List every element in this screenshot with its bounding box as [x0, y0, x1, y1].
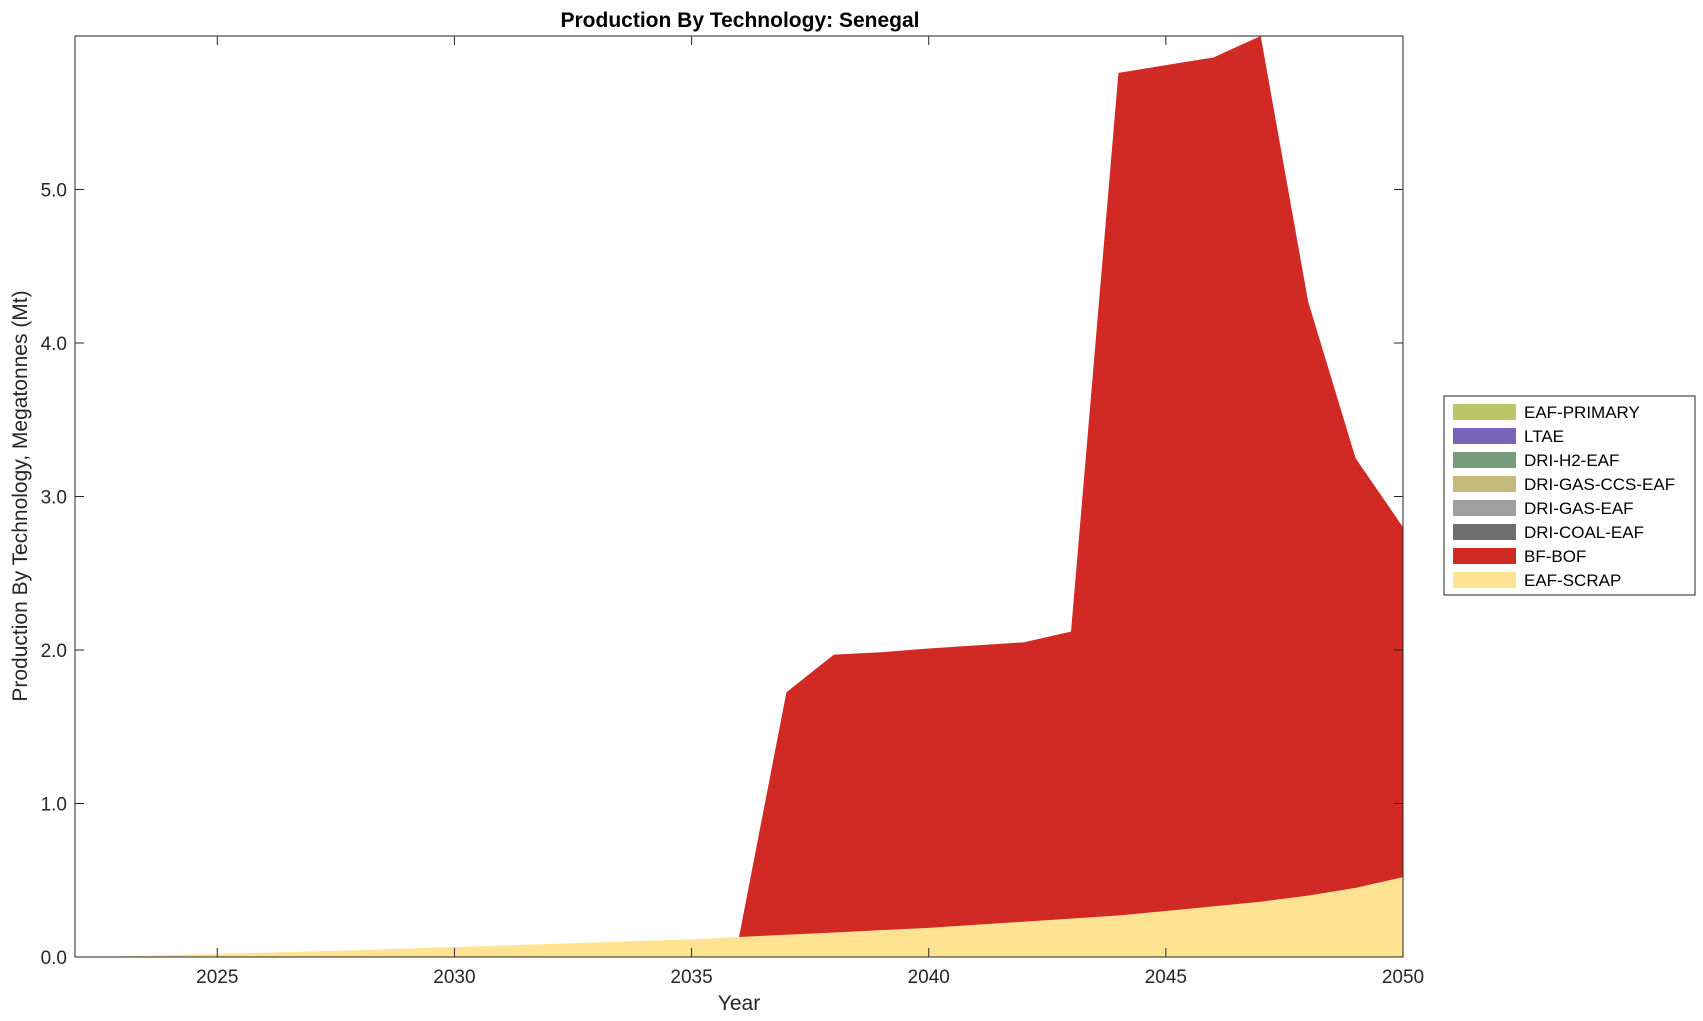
series-areas [75, 36, 1403, 957]
y-tick-label: 2.0 [41, 641, 67, 662]
x-tick-label: 2045 [1145, 967, 1187, 988]
y-tick-label: 3.0 [41, 488, 67, 509]
x-tick-label: 2025 [196, 967, 238, 988]
area-bf-bof [75, 36, 1403, 957]
chart-title: Production By Technology: Senegal [561, 9, 920, 32]
legend-label: DRI-GAS-EAF [1524, 499, 1634, 518]
legend-label: EAF-SCRAP [1524, 571, 1621, 590]
legend-swatch [1453, 428, 1516, 444]
x-axis: 2025 2030 2035 2040 2045 2050 [196, 36, 1424, 988]
y-axis-label: Production By Technology, Megatonnes (Mt… [9, 290, 32, 701]
x-tick-label: 2040 [908, 967, 950, 988]
legend-label: BF-BOF [1524, 547, 1586, 566]
legend-swatch [1453, 572, 1516, 588]
legend-swatch [1453, 476, 1516, 492]
y-tick-label: 0.0 [41, 948, 67, 969]
legend: EAF-PRIMARY LTAE DRI-H2-EAF DRI-GAS-CCS-EAF… [1443, 395, 1696, 596]
y-tick-label: 1.0 [41, 795, 67, 816]
legend-label: DRI-GAS-CCS-EAF [1524, 475, 1675, 494]
y-axis: 0.0 1.0 2.0 3.0 4.0 5.0 [41, 181, 1403, 969]
x-tick-label: 2050 [1382, 967, 1424, 988]
legend-swatch [1453, 452, 1516, 468]
legend-label: DRI-COAL-EAF [1524, 523, 1644, 542]
legend-swatch [1453, 404, 1516, 420]
area-eaf-scrap [75, 877, 1403, 957]
y-tick-label: 4.0 [41, 334, 67, 355]
legend-label: EAF-PRIMARY [1524, 403, 1640, 422]
legend-swatch [1453, 500, 1516, 516]
x-tick-label: 2035 [670, 967, 712, 988]
legend-swatch [1453, 548, 1516, 564]
x-tick-label: 2030 [433, 967, 475, 988]
y-tick-label: 5.0 [41, 181, 67, 202]
x-axis-label: Year [718, 992, 760, 1015]
legend-swatch [1453, 524, 1516, 540]
legend-label: DRI-H2-EAF [1524, 451, 1619, 470]
legend-label: LTAE [1524, 427, 1564, 446]
